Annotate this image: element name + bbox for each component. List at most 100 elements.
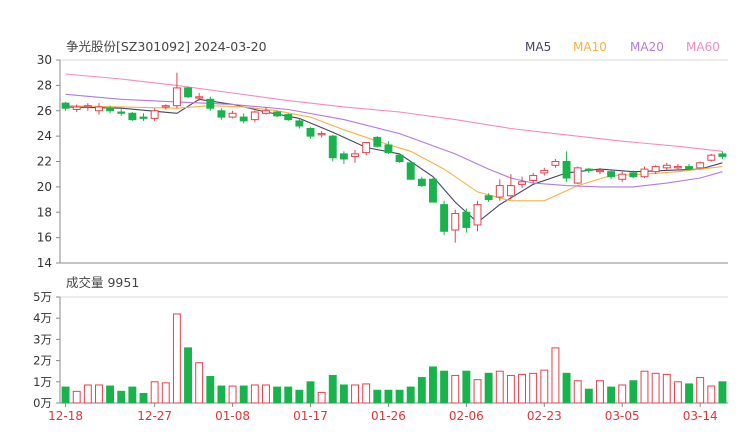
volume-panel: 0万 1万 2万 3万 4万 5万 — [33, 290, 728, 410]
volume-bar — [250, 384, 259, 404]
volume-bar — [484, 372, 493, 404]
candle-body — [584, 168, 593, 171]
candle — [362, 141, 371, 156]
candle — [317, 131, 326, 138]
candle-body — [339, 153, 348, 160]
candle-body — [328, 135, 337, 159]
candle-body — [696, 162, 705, 169]
candle-body — [161, 105, 170, 108]
volume-bar — [629, 380, 638, 404]
volume-bar — [239, 385, 248, 404]
date-axis: 12-18 12-27 01-08 01-17 01-26 02-06 02-23 03-05… — [48, 403, 718, 423]
volume-bar — [551, 347, 560, 404]
legend-ma20: MA20 — [630, 40, 664, 54]
legend-ma5: MA5 — [525, 40, 551, 54]
volume-bar — [529, 372, 538, 404]
candle-body — [373, 136, 382, 147]
candle — [406, 162, 415, 180]
candle-body — [239, 116, 248, 122]
volume-bar — [417, 377, 426, 404]
volume-bar — [707, 385, 716, 404]
date-tick-label: 12-27 — [137, 409, 172, 423]
volume-tick-label: 2万 — [33, 354, 52, 368]
volume-bar — [106, 385, 115, 404]
price-tick-label: 26 — [37, 104, 52, 118]
candle-body — [273, 111, 282, 117]
volume-bar — [696, 377, 705, 404]
candle-body — [406, 162, 415, 180]
candle — [61, 101, 70, 111]
volume-bar — [429, 366, 437, 404]
candle — [195, 92, 204, 101]
candle — [640, 166, 649, 178]
candle-body — [484, 195, 493, 201]
volume-bar — [685, 383, 693, 404]
candle-body — [195, 96, 204, 99]
chart-title: 争光股份[SZ301092] 2024-03-20 — [66, 39, 267, 54]
candle-body — [139, 116, 148, 119]
volume-bar — [673, 381, 682, 404]
volume-bar — [440, 370, 449, 404]
candle-body — [83, 105, 92, 108]
volume-bar — [262, 384, 270, 404]
volume-bar — [495, 370, 504, 404]
volume-bar — [584, 388, 593, 404]
candle-body — [150, 110, 159, 119]
volume-bar — [339, 384, 348, 404]
candle — [239, 113, 248, 124]
candle — [351, 150, 359, 163]
candle-body — [707, 154, 716, 161]
candle-body — [172, 87, 181, 107]
volume-bar — [195, 362, 204, 404]
candle-body — [362, 141, 371, 154]
candle — [662, 162, 671, 171]
candle-body — [395, 154, 404, 162]
candle — [417, 176, 426, 187]
volume-bar — [61, 386, 70, 404]
candle — [150, 108, 159, 121]
volume-bar — [562, 372, 571, 404]
volume-bar — [228, 385, 237, 404]
candle-body — [262, 110, 270, 114]
price-tick-label: 22 — [37, 155, 52, 169]
candle-body — [95, 106, 103, 112]
candle-body — [718, 153, 727, 157]
candle — [584, 167, 593, 173]
candle-body — [106, 107, 115, 112]
candle — [306, 127, 315, 139]
candle — [373, 136, 382, 148]
candle — [295, 118, 304, 129]
candle-body — [384, 144, 393, 154]
candle — [184, 86, 192, 99]
candle-body — [618, 173, 627, 180]
candle-body — [551, 161, 560, 166]
candle-body — [562, 161, 571, 179]
candle-body — [573, 167, 582, 184]
volume-bar — [662, 373, 671, 404]
candle — [718, 151, 727, 159]
candle — [172, 72, 181, 109]
volume-tick-label: 0万 — [33, 396, 52, 410]
candle — [473, 200, 482, 232]
date-tick-label: 03-14 — [683, 409, 718, 423]
volume-bar — [596, 380, 604, 404]
price-panel: 14 16 18 20 22 24 26 28 30 — [37, 53, 728, 270]
date-tick-label: 01-08 — [215, 409, 250, 423]
candle — [117, 108, 126, 116]
candle-body — [206, 98, 215, 109]
candle-body — [317, 133, 326, 136]
volume-bar — [651, 372, 660, 404]
candle — [339, 151, 348, 165]
candle — [529, 172, 538, 184]
candle — [72, 104, 81, 113]
ma-legend: MA5 MA10 MA20 MA60 — [525, 40, 720, 54]
candle-body — [651, 166, 660, 173]
price-tick-label: 28 — [37, 78, 52, 92]
candle — [139, 113, 148, 121]
volume-bar — [373, 389, 382, 404]
volume-bar — [618, 384, 627, 404]
volume-title: 成交量 9951 — [66, 275, 139, 290]
candle — [540, 167, 549, 176]
candle-body — [529, 174, 538, 182]
volume-bar — [518, 373, 526, 404]
